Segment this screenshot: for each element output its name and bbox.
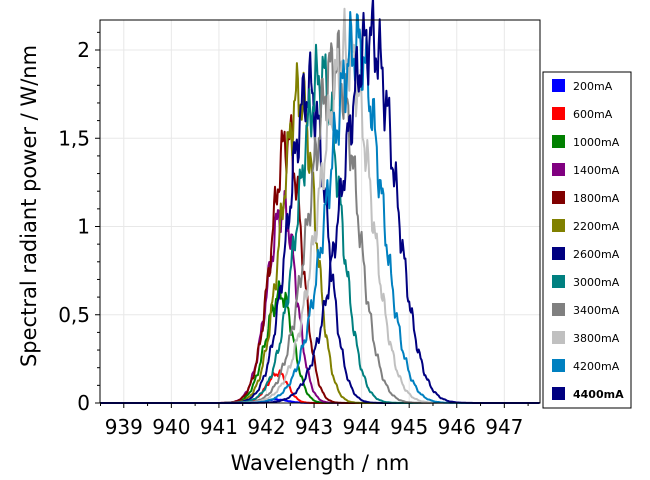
x-tick-label: 947 bbox=[485, 415, 523, 439]
y-tick-label: 1 bbox=[77, 215, 90, 239]
y-tick-labels: 0 0,5 1 1,5 2 bbox=[58, 38, 90, 415]
legend-label: 4200mA bbox=[573, 360, 620, 373]
legend-swatch bbox=[552, 79, 565, 92]
legend-label: 2600mA bbox=[573, 248, 620, 261]
x-axis-label: Wavelength / nm bbox=[231, 451, 410, 475]
legend-label: 2200mA bbox=[573, 220, 620, 233]
legend-swatch bbox=[552, 247, 565, 260]
legend-label: 3800mA bbox=[573, 332, 620, 345]
legend: 200mA 600mA 1000mA 1400mA 1800mA 2200mA 2600mA… bbox=[542, 71, 632, 409]
x-tick-label: 939 bbox=[105, 415, 143, 439]
legend-label: 1400mA bbox=[573, 164, 620, 177]
legend-swatch bbox=[552, 387, 565, 400]
x-tick-label: 946 bbox=[438, 415, 476, 439]
legend-label: 1800mA bbox=[573, 192, 620, 205]
chart-grid bbox=[100, 20, 540, 403]
legend-box bbox=[542, 71, 632, 409]
y-axis-label: Spectral radiant power / W/nm bbox=[17, 45, 41, 367]
legend-label: 1000mA bbox=[573, 136, 620, 149]
x-tick-label: 943 bbox=[295, 415, 333, 439]
y-tick-label: 2 bbox=[77, 38, 90, 62]
x-tick-label: 944 bbox=[343, 415, 381, 439]
y-tick-label: 0 bbox=[77, 391, 90, 415]
legend-label: 200mA bbox=[573, 80, 613, 93]
legend-label: 600mA bbox=[573, 108, 613, 121]
x-tick-label: 941 bbox=[200, 415, 238, 439]
plot-frame bbox=[99, 19, 541, 404]
legend-swatch bbox=[552, 219, 565, 232]
y-tick-label: 1,5 bbox=[58, 126, 90, 150]
legend-swatch bbox=[552, 135, 565, 148]
x-tick-label: 945 bbox=[390, 415, 428, 439]
legend-swatch bbox=[552, 275, 565, 288]
legend-label: 4400mA bbox=[573, 388, 624, 401]
axis-ticks bbox=[95, 31, 529, 408]
legend-swatch bbox=[552, 107, 565, 120]
x-tick-label: 942 bbox=[247, 415, 285, 439]
legend-swatch bbox=[552, 163, 565, 176]
legend-label: 3000mA bbox=[573, 276, 620, 289]
x-tick-label: 940 bbox=[152, 415, 190, 439]
legend-swatch bbox=[552, 331, 565, 344]
x-tick-labels: 939 940 941 942 943 944 945 946 947 bbox=[105, 415, 524, 439]
legend-swatch bbox=[552, 303, 565, 316]
legend-swatch bbox=[552, 359, 565, 372]
y-tick-label: 0,5 bbox=[58, 303, 90, 327]
legend-swatch bbox=[552, 191, 565, 204]
legend-label: 3400mA bbox=[573, 304, 620, 317]
